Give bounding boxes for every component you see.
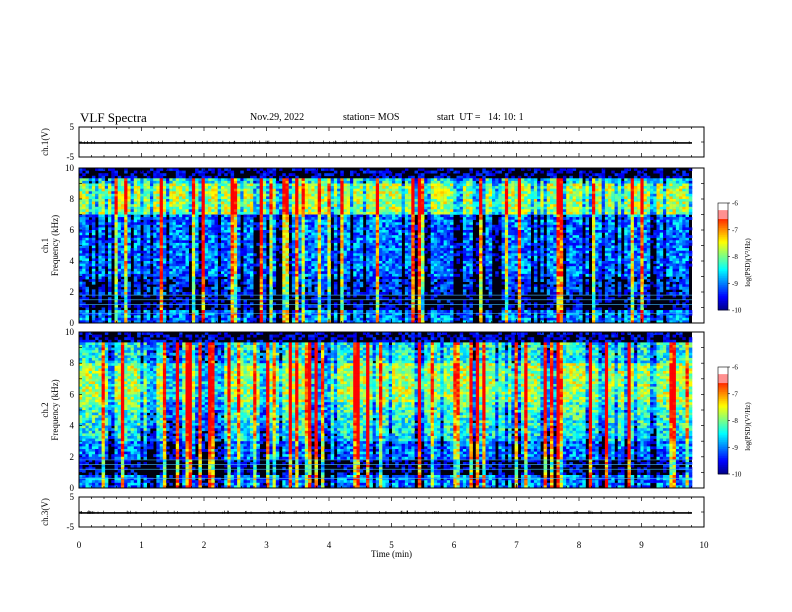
ch1-spectrogram-y-tick-label: 8 bbox=[70, 194, 75, 204]
ch2-spectrogram-y-tick-label: 6 bbox=[70, 389, 75, 399]
x-tick-label: 4 bbox=[327, 540, 332, 550]
ch1-spectrogram-y-axis-label: Frequency (kHz) bbox=[50, 215, 60, 276]
ch2-colorbar-tick-label: -7 bbox=[732, 390, 738, 398]
ch2-spectrogram-y-tick-label: 2 bbox=[70, 452, 75, 462]
ch2-colorbar-label: log(PSD)(V²/Hz) bbox=[744, 402, 752, 451]
ch2-colorbar-tick-label: -9 bbox=[732, 444, 738, 452]
x-tick-label: 2 bbox=[202, 540, 207, 550]
ch1-waveform-y-tick-label: 5 bbox=[70, 122, 75, 132]
ch1-colorbar-tick-label: -6 bbox=[732, 200, 738, 208]
ch2-colorbar-tick-label: -8 bbox=[732, 417, 738, 425]
ch1-waveform-y-tick-label: -5 bbox=[67, 152, 75, 162]
ch2-spectrogram-y-axis-label: ch.2 bbox=[40, 402, 50, 417]
ch1-spectrogram-y-tick-label: 10 bbox=[65, 163, 75, 173]
x-tick-label: 1 bbox=[139, 540, 144, 550]
ch1-colorbar-tick-label: -7 bbox=[732, 226, 738, 234]
x-tick-label: 9 bbox=[639, 540, 644, 550]
ch1-colorbar-tick-label: -9 bbox=[732, 280, 738, 288]
x-tick-label: 6 bbox=[452, 540, 457, 550]
ch1-spectrogram-image bbox=[79, 168, 693, 324]
x-tick-label: 0 bbox=[77, 540, 82, 550]
ch2-spectrogram-y-axis-label: Frequency (kHz) bbox=[50, 379, 60, 440]
x-axis-label: Time (min) bbox=[371, 549, 412, 559]
x-tick-label: 10 bbox=[700, 540, 710, 550]
ch1-colorbar-tick-label: -10 bbox=[732, 307, 742, 315]
x-tick-label: 3 bbox=[264, 540, 269, 550]
ch3-waveform-y-tick-label: 5 bbox=[70, 492, 75, 502]
ch2-colorbar-tick-label: -6 bbox=[732, 364, 738, 372]
ch2-spectrogram-y-tick-label: 10 bbox=[65, 327, 75, 337]
ch1-waveform-y-axis-label: ch.1(V) bbox=[40, 128, 50, 156]
ch1-spectrogram-y-tick-label: 4 bbox=[70, 256, 75, 266]
ch1-colorbar-label: log(PSD)(V²/Hz) bbox=[744, 238, 752, 287]
ch1-spectrogram-y-axis-label: ch.1 bbox=[40, 238, 50, 253]
ch3-waveform-y-tick-label: -5 bbox=[67, 522, 75, 532]
ch1-colorbar bbox=[717, 202, 730, 311]
ch2-colorbar-tick-label: -10 bbox=[732, 471, 742, 479]
ch3-waveform-panel-frame bbox=[78, 496, 705, 528]
ch1-waveform-panel-frame bbox=[78, 126, 705, 158]
ch2-spectrogram-y-tick-label: 8 bbox=[70, 358, 75, 368]
ch2-spectrogram-image bbox=[79, 332, 693, 489]
ch3-waveform-y-axis-label: ch.3(V) bbox=[40, 498, 50, 526]
ch1-spectrogram-y-tick-label: 2 bbox=[70, 287, 75, 297]
ch1-colorbar-tick-label: -8 bbox=[732, 253, 738, 261]
x-tick-label: 8 bbox=[577, 540, 582, 550]
ch2-colorbar bbox=[717, 366, 730, 475]
x-tick-label: 7 bbox=[514, 540, 519, 550]
ch1-spectrogram-y-tick-label: 6 bbox=[70, 225, 75, 235]
ch2-spectrogram-y-tick-label: 4 bbox=[70, 421, 75, 431]
